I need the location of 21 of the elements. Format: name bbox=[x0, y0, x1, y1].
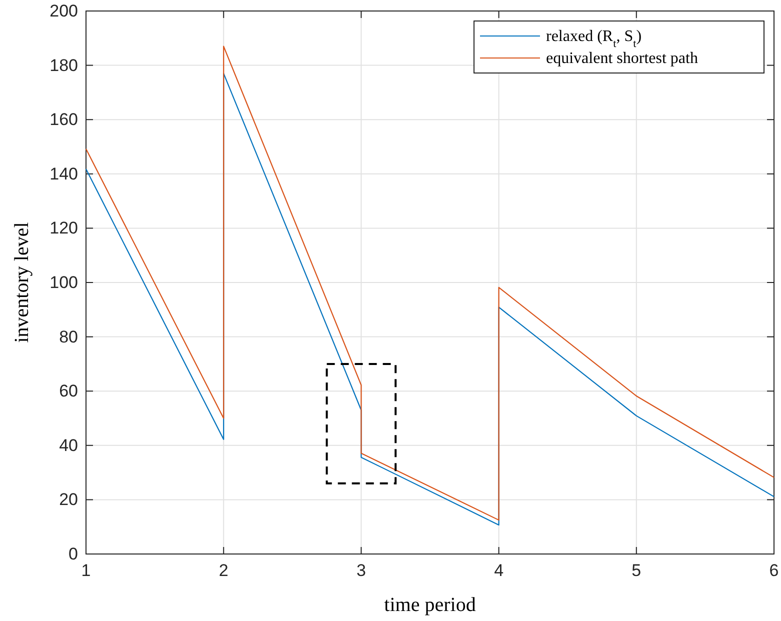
y-tick-label: 180 bbox=[50, 56, 78, 75]
y-tick-label: 100 bbox=[50, 272, 78, 292]
legend-label: equivalent shortest path bbox=[546, 50, 698, 67]
y-tick-label: 200 bbox=[50, 1, 78, 20]
y-tick-label: 60 bbox=[59, 382, 78, 401]
x-tick-label: 6 bbox=[769, 561, 779, 580]
y-axis-title: inventory level bbox=[11, 222, 33, 343]
x-tick-label: 4 bbox=[494, 561, 504, 580]
y-tick-label: 0 bbox=[68, 544, 78, 564]
x-tick-label: 5 bbox=[632, 561, 642, 580]
y-tick-label: 120 bbox=[50, 218, 78, 238]
y-tick-label: 80 bbox=[59, 327, 78, 346]
x-axis-title: time period bbox=[384, 594, 476, 616]
x-tick-label: 3 bbox=[356, 561, 366, 580]
y-tick-label: 140 bbox=[50, 164, 78, 184]
legend-label: relaxed (R$_{t}$, S$_{t}$) bbox=[546, 28, 642, 50]
y-tick-label: 160 bbox=[50, 110, 78, 130]
x-tick-label: 1 bbox=[81, 561, 91, 580]
y-tick-label: 40 bbox=[59, 436, 78, 455]
x-tick-label: 2 bbox=[218, 561, 228, 580]
y-tick-label: 20 bbox=[59, 490, 78, 510]
